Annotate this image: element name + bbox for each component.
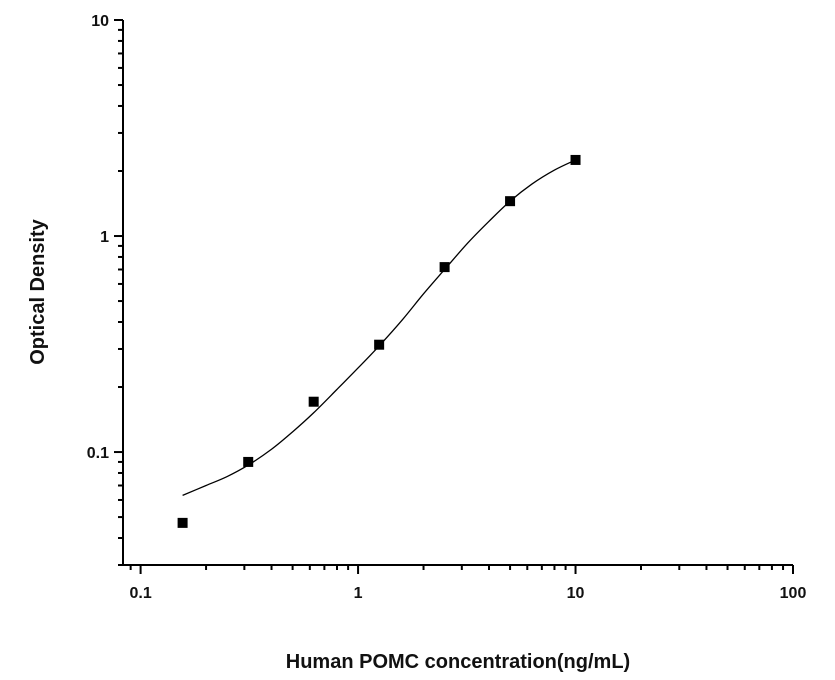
data-point [570, 154, 581, 165]
data-point [308, 396, 319, 407]
x-tick-label: 0.1 [129, 585, 151, 602]
data-point [374, 339, 385, 350]
data-point [505, 196, 516, 207]
x-axis-title: Human POMC concentration(ng/mL) [286, 651, 630, 673]
x-tick-label: 1 [354, 585, 363, 602]
x-tick-label: 10 [567, 585, 585, 602]
y-tick-label: 0.1 [87, 445, 109, 462]
y-axis-title: Optical Density [27, 218, 49, 364]
data-point [439, 262, 450, 273]
axes: 0.1 1 10 100 0.1 1 10 [87, 13, 807, 602]
fit-curve [182, 159, 576, 496]
x-tick-label: 100 [780, 585, 807, 602]
y-tick-label: 10 [91, 13, 109, 30]
data-point [243, 456, 254, 467]
data-points [177, 154, 581, 528]
data-point [177, 517, 188, 528]
y-tick-label: 1 [100, 229, 109, 246]
